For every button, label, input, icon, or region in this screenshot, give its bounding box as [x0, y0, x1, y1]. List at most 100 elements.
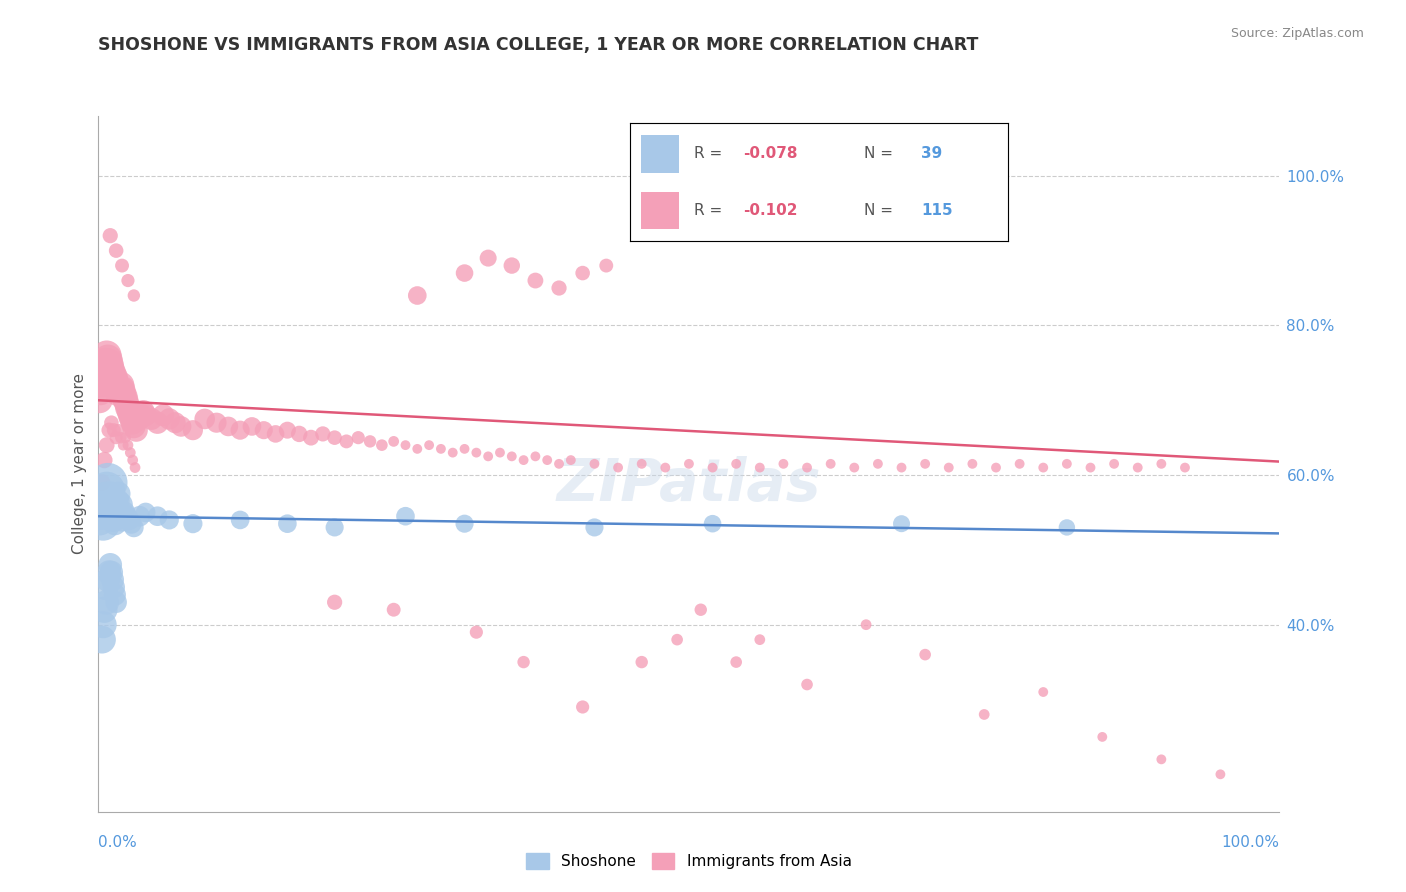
Point: [129, 408, 152, 422]
Point: [121, 412, 143, 426]
Point: [107, 423, 129, 437]
Point: [181, 423, 204, 437]
Point: [97, 352, 120, 367]
Text: SHOSHONE VS IMMIGRANTS FROM ASIA COLLEGE, 1 YEAR OR MORE CORRELATION CHART: SHOSHONE VS IMMIGRANTS FROM ASIA COLLEGE…: [98, 36, 979, 54]
Point: [114, 393, 136, 408]
Point: [98, 558, 121, 572]
Point: [98, 356, 121, 370]
Point: [229, 423, 252, 437]
Point: [914, 648, 936, 662]
Point: [654, 460, 676, 475]
Point: [103, 513, 125, 527]
Point: [91, 475, 114, 490]
Point: [359, 434, 381, 449]
Point: [110, 431, 132, 445]
Point: [748, 460, 770, 475]
Point: [194, 412, 217, 426]
Point: [111, 382, 134, 396]
Point: [1209, 767, 1232, 781]
Point: [112, 385, 135, 400]
Point: [323, 520, 346, 534]
Point: [108, 382, 131, 396]
Text: 100.0%: 100.0%: [1222, 836, 1279, 850]
Point: [110, 378, 132, 392]
Point: [418, 438, 440, 452]
Point: [91, 371, 114, 385]
Point: [938, 460, 960, 475]
Point: [607, 460, 630, 475]
Point: [583, 457, 606, 471]
Point: [100, 506, 122, 520]
Point: [914, 457, 936, 471]
Point: [595, 259, 617, 273]
Point: [1150, 752, 1173, 766]
Point: [453, 516, 475, 531]
Text: ZIPatlas: ZIPatlas: [557, 456, 821, 513]
Point: [105, 378, 128, 392]
Point: [105, 595, 128, 609]
Point: [1150, 457, 1173, 471]
Point: [94, 580, 117, 594]
Point: [678, 457, 700, 471]
Point: [96, 438, 118, 452]
Point: [98, 566, 121, 580]
Point: [104, 516, 127, 531]
Point: [96, 348, 118, 362]
Point: [264, 426, 287, 441]
Point: [323, 595, 346, 609]
Point: [117, 401, 139, 415]
Point: [962, 457, 984, 471]
Point: [98, 498, 121, 512]
Point: [630, 457, 652, 471]
Point: [323, 431, 346, 445]
Point: [114, 431, 136, 445]
Point: [128, 412, 150, 426]
Y-axis label: College, 1 year or more: College, 1 year or more: [72, 374, 87, 554]
Point: [702, 516, 724, 531]
Point: [382, 603, 405, 617]
Point: [122, 419, 145, 434]
Point: [115, 397, 138, 411]
Point: [170, 419, 193, 434]
Point: [524, 450, 547, 464]
Point: [103, 580, 125, 594]
Point: [689, 603, 711, 617]
Point: [103, 371, 125, 385]
Point: [98, 359, 121, 374]
Point: [91, 378, 114, 392]
Point: [110, 509, 132, 524]
Point: [973, 707, 995, 722]
Point: [725, 457, 748, 471]
Point: [111, 259, 134, 273]
Point: [101, 509, 124, 524]
Point: [91, 617, 114, 632]
Point: [146, 509, 169, 524]
Point: [1102, 457, 1125, 471]
Point: [121, 453, 143, 467]
Point: [796, 460, 818, 475]
Point: [406, 442, 429, 456]
Point: [229, 513, 252, 527]
Point: [477, 251, 499, 265]
Point: [240, 419, 263, 434]
Point: [548, 457, 571, 471]
Point: [98, 423, 121, 437]
Point: [890, 516, 912, 531]
Point: [96, 483, 118, 497]
Point: [118, 513, 141, 527]
Point: [90, 385, 112, 400]
Point: [453, 266, 475, 280]
Point: [725, 655, 748, 669]
Point: [371, 438, 394, 452]
Point: [157, 513, 180, 527]
Point: [181, 516, 204, 531]
Point: [111, 513, 134, 527]
Point: [105, 494, 128, 508]
Point: [117, 274, 139, 288]
Point: [96, 595, 118, 609]
Point: [512, 453, 534, 467]
Point: [98, 491, 121, 505]
Point: [1174, 460, 1197, 475]
Point: [105, 501, 128, 516]
Point: [536, 453, 558, 467]
